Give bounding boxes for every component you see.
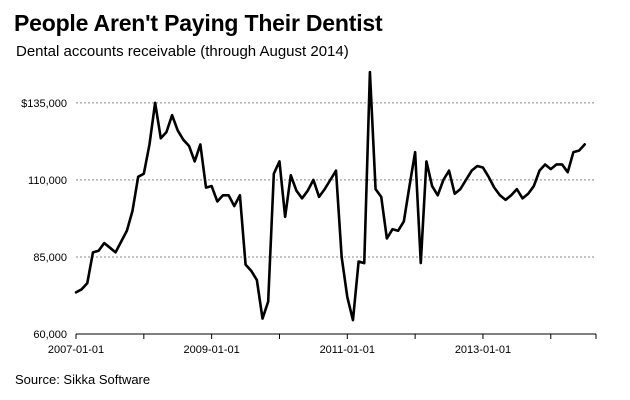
axis-layer: 60,000 85,000 110,000 $135,000 2007-01-01 200… [21,98,597,356]
y-tick-label: $135,000 [21,98,67,110]
y-tick-label: 110,000 [28,175,67,187]
x-tick-label: 2009-01-01 [184,344,240,356]
source-note: Source: Sikka Software [15,372,151,387]
chart-subtitle: Dental accounts receivable (through Augu… [16,43,349,60]
x-tick-label: 2007-01-01 [48,344,104,356]
x-tick-label: 2011-01-01 [320,344,375,356]
y-tick-label: 60,000 [33,329,67,341]
x-tick-label: 2013-01-01 [455,344,511,356]
y-tick-label: 85,000 [33,252,67,264]
series-layer [74,70,587,322]
chart-title: People Aren't Paying Their Dentist [14,10,383,36]
series-line [74,70,587,322]
